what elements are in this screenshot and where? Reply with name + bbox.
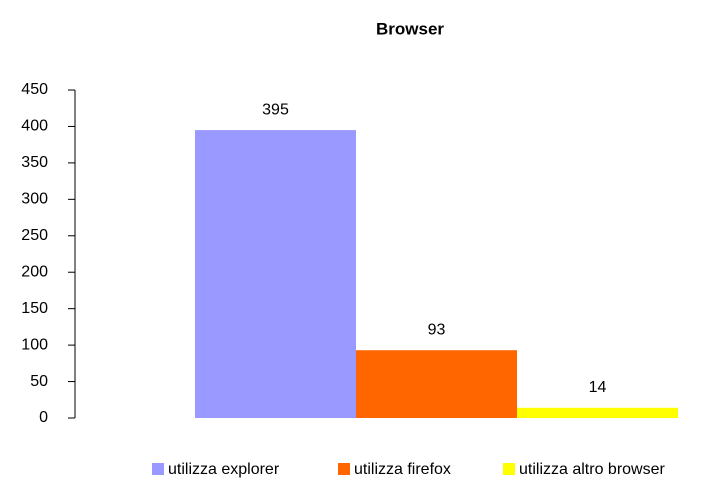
y-tick-label: 350 bbox=[21, 154, 48, 171]
y-tick-label: 150 bbox=[21, 300, 48, 317]
y-tick-label: 0 bbox=[39, 409, 48, 426]
y-tick-label: 300 bbox=[21, 191, 48, 208]
y-tick-label: 400 bbox=[21, 118, 48, 135]
data-label: 93 bbox=[428, 321, 446, 338]
legend-swatch bbox=[338, 463, 350, 475]
bar bbox=[195, 130, 356, 419]
legend-swatch bbox=[503, 463, 515, 475]
legend-swatch bbox=[152, 463, 164, 475]
data-label: 14 bbox=[589, 379, 607, 396]
bar bbox=[517, 407, 678, 418]
data-label: 395 bbox=[262, 101, 289, 118]
chart-title: Browser bbox=[376, 19, 444, 38]
legend-label: utilizza altro browser bbox=[519, 461, 666, 478]
bar bbox=[356, 350, 517, 418]
y-tick-label: 100 bbox=[21, 336, 48, 353]
y-tick-label: 250 bbox=[21, 227, 48, 244]
y-tick-label: 450 bbox=[21, 81, 48, 98]
legend-label: utilizza explorer bbox=[168, 461, 280, 478]
legend-label: utilizza firefox bbox=[354, 461, 451, 478]
y-tick-label: 50 bbox=[30, 373, 48, 390]
y-tick-label: 200 bbox=[21, 263, 48, 280]
